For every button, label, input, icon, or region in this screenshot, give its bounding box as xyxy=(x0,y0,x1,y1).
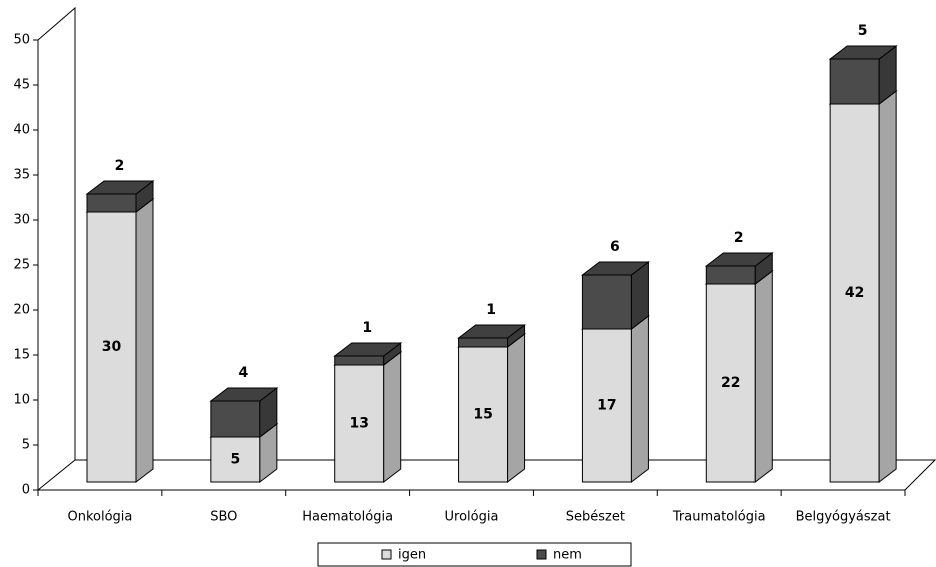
legend-box xyxy=(317,542,632,567)
bar-front xyxy=(705,265,756,285)
y-tick-label: 10 xyxy=(13,393,30,408)
bar-front xyxy=(829,58,880,105)
y-tick-label: 5 xyxy=(22,438,30,453)
value-label: 2 xyxy=(734,230,744,246)
bar-top xyxy=(85,180,155,195)
legend-label: igen xyxy=(398,548,426,563)
bar-front xyxy=(210,400,261,438)
x-tick-label: Traumatológia xyxy=(672,510,766,525)
value-label: 13 xyxy=(349,416,368,432)
bar-front xyxy=(581,274,632,330)
bar-front xyxy=(334,364,385,483)
bar-side xyxy=(507,332,526,484)
bar-side xyxy=(878,89,897,484)
y-tick-label: 45 xyxy=(13,78,30,93)
bar-top xyxy=(333,342,403,357)
bar-top xyxy=(704,252,774,267)
bar-top xyxy=(209,387,279,402)
y-tick-label: 40 xyxy=(13,123,30,138)
bar-top xyxy=(457,324,527,339)
y-tick-label: 35 xyxy=(13,168,30,183)
value-label: 6 xyxy=(610,239,620,255)
bar-side xyxy=(754,269,773,484)
value-label: 42 xyxy=(845,285,864,301)
bar-side xyxy=(383,350,402,484)
y-tick-label: 20 xyxy=(13,303,30,318)
value-label: 15 xyxy=(473,407,492,423)
y-tick-label: 25 xyxy=(13,258,30,273)
value-label: 1 xyxy=(486,302,496,318)
x-tick-label: Belgyógyászat xyxy=(796,510,891,525)
y-tick-label: 15 xyxy=(13,348,30,363)
x-tick-label: Onkológia xyxy=(67,510,132,525)
value-label: 1 xyxy=(362,320,372,336)
bar-front xyxy=(829,103,880,483)
value-label: 22 xyxy=(721,375,740,391)
legend-swatch xyxy=(381,549,392,560)
bar-top xyxy=(828,45,898,60)
x-tick-label: Urológia xyxy=(445,510,499,525)
legend-label: nem xyxy=(553,548,582,563)
x-tick-label: SBO xyxy=(210,510,237,525)
y-tick-label: 0 xyxy=(22,483,30,498)
bar-front xyxy=(705,283,756,483)
y-tick-label: 30 xyxy=(13,213,30,228)
x-tick-label: Sebészet xyxy=(566,510,625,525)
bar-top xyxy=(580,261,650,276)
bar-front xyxy=(334,355,385,366)
value-label: 30 xyxy=(102,339,122,355)
bar-front xyxy=(458,346,509,483)
bar-side xyxy=(630,314,649,484)
value-label: 17 xyxy=(597,398,616,414)
value-label: 5 xyxy=(230,452,240,468)
legend-swatch xyxy=(536,549,547,560)
back-wall xyxy=(37,6,76,491)
bar-front xyxy=(86,193,137,213)
y-tick-label: 50 xyxy=(13,33,30,48)
bar-side xyxy=(135,197,154,484)
value-label: 5 xyxy=(858,23,868,39)
value-label: 2 xyxy=(115,158,125,174)
x-tick-label: Haematológia xyxy=(302,510,393,525)
value-label: 4 xyxy=(238,365,248,381)
bar-front xyxy=(458,337,509,348)
